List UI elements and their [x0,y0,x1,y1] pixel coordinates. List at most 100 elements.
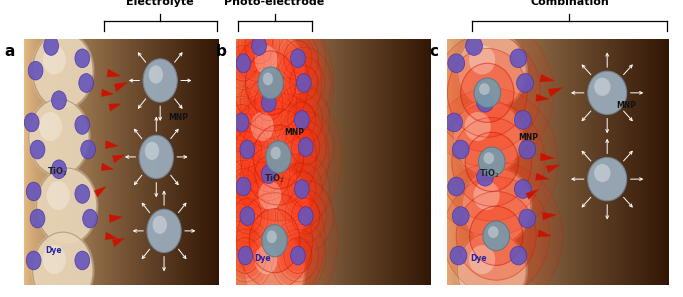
Circle shape [262,165,276,184]
Circle shape [272,26,324,91]
Circle shape [211,161,338,297]
Text: Photo-electrode: Photo-electrode [225,0,324,7]
Circle shape [259,181,281,210]
Circle shape [30,140,45,159]
Circle shape [280,183,332,249]
Circle shape [243,230,306,297]
Circle shape [75,49,89,68]
Circle shape [240,23,277,69]
Circle shape [285,42,311,74]
Circle shape [290,246,305,265]
Circle shape [421,19,554,167]
Circle shape [30,209,45,228]
Polygon shape [113,155,124,163]
Circle shape [33,232,93,297]
Circle shape [434,34,541,152]
Circle shape [223,99,260,146]
Circle shape [289,104,314,136]
Circle shape [217,154,269,219]
Polygon shape [548,88,562,97]
Circle shape [258,67,283,99]
Circle shape [294,180,309,198]
Circle shape [240,99,301,176]
Text: Dye: Dye [255,254,271,263]
Circle shape [452,140,469,159]
Circle shape [464,112,491,141]
Circle shape [288,124,324,170]
Circle shape [469,45,495,75]
Circle shape [279,232,316,279]
Circle shape [75,184,89,203]
Circle shape [228,93,329,221]
Circle shape [293,200,318,232]
Circle shape [298,207,313,225]
Polygon shape [540,153,555,161]
Circle shape [227,232,264,279]
Circle shape [216,90,267,155]
Circle shape [231,47,256,79]
Circle shape [477,167,494,186]
Circle shape [293,131,318,163]
Circle shape [516,74,533,92]
Circle shape [279,35,316,82]
Circle shape [238,246,253,265]
Circle shape [75,251,89,270]
Circle shape [233,240,258,271]
Text: Dye: Dye [470,254,487,263]
Polygon shape [542,212,557,220]
Circle shape [298,138,313,157]
Circle shape [477,93,494,112]
Polygon shape [107,69,120,77]
Circle shape [79,74,94,92]
Circle shape [510,246,527,265]
Circle shape [143,59,178,102]
Circle shape [270,146,281,159]
Circle shape [280,114,332,180]
Text: b: b [216,44,227,59]
Circle shape [81,140,96,159]
Circle shape [249,168,309,244]
Circle shape [484,152,494,164]
Text: MNP: MNP [168,113,188,122]
Circle shape [453,99,522,176]
Circle shape [235,134,260,165]
Text: TiO$_2$: TiO$_2$ [46,165,68,178]
Circle shape [470,206,523,266]
Circle shape [215,77,342,237]
Circle shape [285,60,322,106]
Circle shape [445,113,462,132]
Circle shape [236,193,313,289]
Circle shape [594,164,611,182]
Circle shape [510,49,527,68]
Circle shape [263,72,273,85]
Text: TiO$_2$: TiO$_2$ [264,173,285,185]
Circle shape [233,13,285,79]
Circle shape [483,221,510,251]
Circle shape [240,207,255,225]
Circle shape [514,110,531,129]
Circle shape [245,32,305,109]
Circle shape [461,63,514,122]
Circle shape [35,166,98,246]
Circle shape [208,3,334,163]
Text: MNP: MNP [284,128,304,137]
Circle shape [236,54,251,73]
Circle shape [26,251,41,270]
Circle shape [249,209,300,273]
Circle shape [255,245,277,274]
Circle shape [245,232,305,297]
Polygon shape [109,104,121,111]
Text: Dye: Dye [45,246,61,255]
Circle shape [479,83,490,95]
Circle shape [225,163,262,210]
Circle shape [152,216,167,234]
Circle shape [236,177,251,196]
Circle shape [425,88,559,236]
Circle shape [438,103,545,221]
Circle shape [594,78,611,96]
Circle shape [219,223,271,288]
Circle shape [587,157,627,201]
Circle shape [51,160,66,178]
Circle shape [25,113,39,132]
Circle shape [233,35,309,131]
